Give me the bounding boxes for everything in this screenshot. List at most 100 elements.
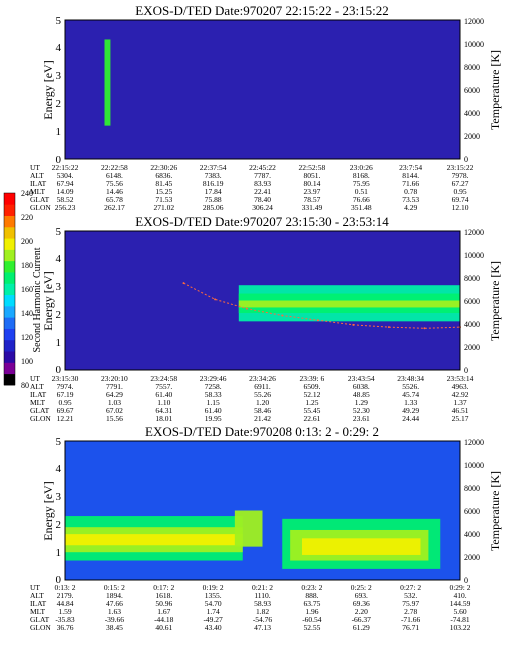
panel-2: EXOS-D/TED Date:970207 23:15:30 - 23:53:…: [30, 214, 502, 423]
panel-1-yticks: 0 1 2 3 4 5: [56, 15, 62, 166]
panel-2-y2tick: 8000: [464, 274, 480, 283]
orbit-cell: 271.02: [153, 203, 174, 212]
colorbar-cell: [4, 238, 15, 250]
panel-3-orbit-values: 0:13: 2 0:15: 2 0:17: 2 0:19: 2 0:21: 2 0:23:…: [54, 583, 470, 632]
orbit-row-label: ALT: [30, 171, 44, 180]
panel-1-frame: [64, 19, 461, 160]
orbit-cell: 22.41: [254, 187, 271, 196]
orbit-row-label: MLT: [30, 187, 46, 196]
orbit-cell: 6148.: [106, 171, 123, 180]
orbit-cell: 7557.: [155, 382, 172, 391]
orbit-row-label: ILAT: [30, 599, 47, 608]
temperature-point: [182, 282, 185, 285]
panel-2-y2tick: 12000: [464, 228, 484, 237]
colorbar-cell: [4, 351, 15, 363]
orbit-cell: 5304.: [57, 171, 74, 180]
orbit-cell: 48.85: [353, 390, 370, 399]
panel-3-y2label: Temperature [K]: [488, 471, 502, 551]
orbit-cell: 45.74: [402, 390, 419, 399]
panel-2-ytick: 2: [56, 309, 62, 321]
colorbar-cell: [4, 283, 15, 296]
orbit-cell: 816.19: [203, 179, 224, 188]
orbit-cell: -35.83: [55, 615, 75, 624]
colorbar-cell: [4, 362, 15, 375]
panel-2-y2tick: 6000: [464, 297, 480, 306]
orbit-cell: 103.22: [450, 623, 471, 632]
panel-1-y2label: Temperature [K]: [488, 50, 502, 130]
panel-3-bands: [65, 510, 441, 569]
orbit-cell: 1.74: [207, 607, 220, 616]
orbit-cell: 23.61: [353, 414, 370, 423]
orbit-row-label: ALT: [30, 382, 44, 391]
panel-1-plot-bg: [65, 20, 460, 159]
panel-3-y2tick: 6000: [464, 507, 480, 516]
orbit-cell: 4963.: [452, 382, 469, 391]
orbit-cell: 7974.: [57, 382, 74, 391]
orbit-cell: 5526.: [402, 382, 419, 391]
orbit-cell: 1.82: [256, 607, 269, 616]
panel-1-ytick: 0: [56, 154, 62, 166]
panel-3-frame: [64, 440, 461, 581]
colorbar-tick: 220: [21, 213, 33, 222]
orbit-cell: 0:19: 2: [203, 583, 224, 592]
orbit-cell: 19.95: [205, 414, 222, 423]
orbit-row-label: MLT: [30, 607, 46, 616]
orbit-cell: 23.97: [303, 187, 320, 196]
panel-3-y2tick: 8000: [464, 484, 480, 493]
temperature-point: [423, 327, 426, 330]
panel-2-orbit-values: 23:15:30 23:20:10 23:24:58 23:29:46 23:34:26…: [52, 374, 474, 423]
orbit-cell: 22:45:22: [249, 163, 276, 172]
panel-1-ytick: 2: [56, 98, 62, 110]
colorbar-tick: 180: [21, 261, 33, 270]
orbit-cell: 23:39: 6: [299, 374, 324, 383]
orbit-cell: 50.96: [155, 599, 172, 608]
orbit-cell: 1.20: [256, 398, 269, 407]
panel-2-y2tick: 4000: [464, 320, 480, 329]
panel-1-ylabel: Energy [eV]: [41, 60, 55, 119]
colorbar-cell: [4, 226, 15, 239]
heatmap-band: [302, 538, 421, 555]
orbit-cell: 306.24: [252, 203, 273, 212]
orbit-cell: 1.25: [305, 398, 318, 407]
panel-2-bands: [238, 285, 460, 322]
colorbar-cell: [4, 272, 15, 284]
orbit-cell: 0:23: 2: [301, 583, 322, 592]
orbit-cell: 1355.: [205, 591, 222, 600]
orbit-cell: 6509.: [303, 382, 320, 391]
orbit-cell: -44.18: [154, 615, 174, 624]
orbit-row-label: GLON: [30, 623, 51, 632]
orbit-cell: 44.84: [57, 599, 74, 608]
panel-2-ytick: 5: [56, 226, 62, 238]
colorbar-cell: [4, 294, 15, 307]
orbit-cell: 55.45: [303, 406, 320, 415]
orbit-cell: 15.25: [155, 187, 172, 196]
orbit-cell: 6836.: [155, 171, 172, 180]
orbit-cell: 58.33: [205, 390, 222, 399]
orbit-cell: 75.97: [402, 599, 419, 608]
temperature-point: [281, 314, 284, 317]
orbit-cell: 8168.: [353, 171, 370, 180]
colorbar-cell: [4, 193, 15, 205]
orbit-cell: 1618.: [155, 591, 172, 600]
orbit-row-label: GLAT: [30, 615, 50, 624]
panel-1-y2tick: 12000: [464, 17, 484, 26]
orbit-cell: -60.54: [302, 615, 322, 624]
orbit-cell: 7383.: [205, 171, 222, 180]
orbit-cell: 23:34:26: [249, 374, 276, 383]
colorbar-tick: 160: [21, 285, 33, 294]
panel-3-title: EXOS-D/TED Date:970208 0:13: 2 - 0:29: 2: [145, 424, 379, 439]
colorbar-cell: [4, 339, 15, 352]
panel-1: EXOS-D/TED Date:970207 22:15:22 - 23:15:…: [30, 3, 502, 212]
orbit-cell: 0:21: 2: [252, 583, 273, 592]
panel-3-y2tick: 2000: [464, 553, 480, 562]
orbit-cell: 78.40: [254, 195, 271, 204]
colorbar-cells: [4, 193, 15, 386]
orbit-cell: 22.61: [303, 414, 320, 423]
orbit-cell: 22:37:54: [200, 163, 227, 172]
orbit-row-label: GLAT: [30, 195, 50, 204]
colorbar: 80 100 120 140 160 180 200 220 240 Secon…: [3, 189, 43, 390]
orbit-cell: 12.21: [57, 414, 74, 423]
orbit-cell: 22:15:22: [52, 163, 79, 172]
colorbar-cell: [4, 215, 15, 228]
